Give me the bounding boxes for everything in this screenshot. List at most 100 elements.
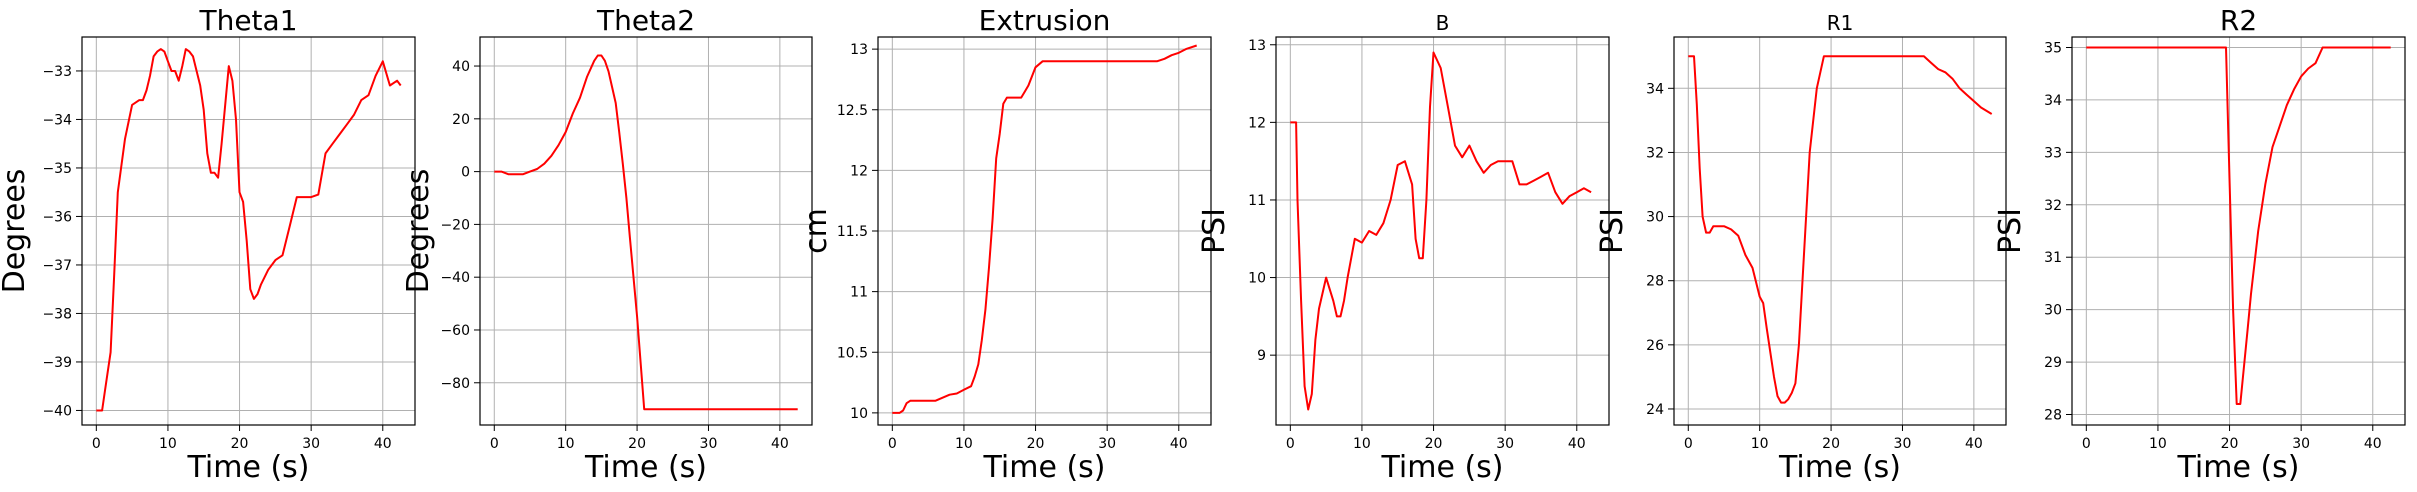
y-tick-label: 32 <box>2044 198 2062 214</box>
chart-title: R1 <box>1827 11 1854 35</box>
y-tick-label: 26 <box>1646 338 1664 354</box>
x-tick-label: 0 <box>490 436 499 452</box>
y-tick-label: 35 <box>2044 40 2062 56</box>
x-tick-label: 30 <box>1496 436 1514 452</box>
x-tick-label: 40 <box>1965 436 1983 452</box>
y-tick-label: 11 <box>850 285 868 301</box>
x-tick-label: 10 <box>2149 436 2167 452</box>
x-tick-label: 10 <box>159 436 177 452</box>
chart-1: 0 10 20 30 40 −40 −39 −38 −37 −36 −35 −34 −33 Theta1 T… <box>0 4 416 485</box>
x-tick-label: 10 <box>1353 436 1371 452</box>
y-tick-label: −38 <box>42 306 72 322</box>
y-tick-label: 29 <box>2044 355 2062 371</box>
x-tick-label: 30 <box>302 436 320 452</box>
x-tick-label: 40 <box>374 436 392 452</box>
y-tick-label: 32 <box>1646 145 1664 161</box>
y-tick-label: −80 <box>440 376 470 392</box>
y-tick-label: 34 <box>2044 93 2062 109</box>
y-tick-label: 31 <box>2044 250 2062 266</box>
y-tick-label: 20 <box>452 112 470 128</box>
y-tick-label: 11.5 <box>837 224 868 240</box>
x-tick-label: 40 <box>771 436 789 452</box>
plot-frame <box>81 36 416 426</box>
y-tick-label: 10 <box>850 406 868 422</box>
chart-title: Extrusion <box>979 4 1111 37</box>
x-tick-label: 10 <box>557 436 575 452</box>
series-line <box>1688 55 1993 404</box>
x-tick-label: 20 <box>1027 436 1045 452</box>
x-tick-label: 0 <box>2082 436 2091 452</box>
y-axis-label: Degrees <box>0 169 32 294</box>
y-axis-label: PSI <box>1197 208 1232 254</box>
y-tick-label: −36 <box>42 209 72 225</box>
x-tick-label: 20 <box>1425 436 1443 452</box>
x-tick-label: 20 <box>1822 436 1840 452</box>
x-tick-label: 0 <box>888 436 897 452</box>
y-tick-label: 10 <box>1248 271 1266 287</box>
x-tick-label: 20 <box>628 436 646 452</box>
y-axis-label: Degrees <box>401 169 436 294</box>
x-axis-label: Time (s) <box>1778 450 1901 485</box>
chart-title: R2 <box>2220 4 2257 37</box>
y-tick-label: 34 <box>1646 81 1664 97</box>
y-axis-label: cm <box>799 208 834 254</box>
x-tick-label: 0 <box>92 436 101 452</box>
plot-frame <box>1673 36 2007 426</box>
x-tick-label: 0 <box>1286 436 1295 452</box>
y-tick-label: −60 <box>440 323 470 339</box>
x-tick-label: 10 <box>1751 436 1769 452</box>
y-tick-label: 12.5 <box>837 103 868 119</box>
series-line <box>494 54 798 411</box>
y-tick-label: 12 <box>850 163 868 179</box>
y-tick-label: 12 <box>1248 115 1266 131</box>
x-tick-label: 10 <box>955 436 973 452</box>
plot-frame <box>479 36 813 426</box>
x-axis-label: Time (s) <box>187 450 310 485</box>
x-tick-label: 30 <box>2292 436 2310 452</box>
y-tick-label: −33 <box>42 64 72 80</box>
series-line <box>2086 46 2391 405</box>
plot-frame <box>2071 36 2406 426</box>
y-tick-label: −40 <box>440 270 470 286</box>
y-tick-label: −35 <box>42 161 72 177</box>
x-axis-label: Time (s) <box>2177 450 2300 485</box>
chart-title: B <box>1436 11 1450 35</box>
y-tick-label: 24 <box>1646 402 1664 418</box>
y-tick-label: −20 <box>440 217 470 233</box>
plot-frame <box>1275 36 1610 426</box>
y-tick-label: 13 <box>1248 38 1266 54</box>
chart-title: Theta2 <box>596 4 695 37</box>
x-tick-label: 0 <box>1684 436 1693 452</box>
x-tick-label: 40 <box>1568 436 1586 452</box>
y-tick-label: 30 <box>2044 303 2062 319</box>
x-axis-label: Time (s) <box>1381 450 1504 485</box>
series-line <box>892 44 1198 414</box>
y-tick-label: 28 <box>1646 274 1664 290</box>
series-line <box>1290 51 1592 411</box>
y-tick-label: −37 <box>42 258 72 274</box>
chart-5: 0 10 20 30 40 24 26 28 30 32 34 R1 Time (s) PSI <box>1595 11 2007 485</box>
y-tick-label: −34 <box>42 112 72 128</box>
y-tick-label: −39 <box>42 355 72 371</box>
chart-title: Theta1 <box>198 4 297 37</box>
chart-2: 0 10 20 30 40 −80 −60 −40 −20 0 20 40 Theta2 Time (s)… <box>401 4 813 485</box>
x-axis-label: Time (s) <box>983 450 1106 485</box>
y-tick-label: 30 <box>1646 210 1664 226</box>
x-tick-label: 30 <box>700 436 718 452</box>
y-tick-label: 28 <box>2044 408 2062 424</box>
chart-4: 0 10 20 30 40 9 10 11 12 13 B Time (s) PSI <box>1197 11 1610 485</box>
x-axis-label: Time (s) <box>584 450 707 485</box>
x-tick-label: 40 <box>1170 436 1188 452</box>
y-tick-label: 10.5 <box>837 345 868 361</box>
x-tick-label: 40 <box>2364 436 2382 452</box>
x-tick-label: 30 <box>1894 436 1912 452</box>
x-tick-label: 20 <box>231 436 249 452</box>
y-axis-label: PSI <box>1595 208 1630 254</box>
y-tick-label: −40 <box>42 403 72 419</box>
x-tick-label: 30 <box>1098 436 1116 452</box>
x-tick-label: 20 <box>2221 436 2239 452</box>
chart-6: 0 10 20 30 40 28 29 30 31 32 33 34 35 R2 Time (s) PSI <box>1993 4 2406 485</box>
y-tick-label: 40 <box>452 59 470 75</box>
y-tick-label: 0 <box>461 165 470 181</box>
